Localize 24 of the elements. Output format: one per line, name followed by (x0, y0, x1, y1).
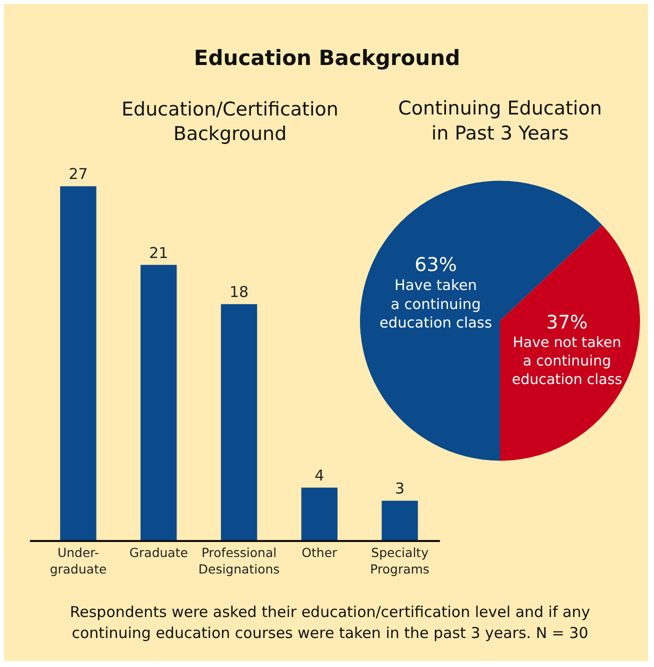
x-tick-label: Under- graduate (50, 545, 107, 576)
chart-title: Education Background (192, 46, 462, 70)
x-tick-label: Other (302, 545, 338, 560)
bar (220, 304, 258, 540)
bar (140, 264, 177, 540)
x-tick-label: Professional Designations (198, 545, 280, 576)
bar (60, 186, 96, 540)
x-tick-label: Specialty Programs (370, 545, 430, 576)
chart-title: Continuing Education in Past 3 Years (398, 98, 602, 144)
bar (382, 500, 418, 540)
pie-slice (500, 224, 640, 461)
bar (301, 488, 338, 540)
data-label: 27 (68, 165, 88, 184)
data-label: 3 (395, 480, 405, 498)
data-label: 18 (229, 283, 249, 302)
slice-label: Have not taken a continuing education class (512, 334, 622, 388)
slice-label: Have taken a continuing education class (379, 278, 492, 332)
text: Respondents were asked their education/certification level and if any continuing education courses were taken in the past 3 years. N = 30 (68, 602, 592, 644)
data-label: 4 (314, 466, 324, 485)
data-label: 37% (546, 312, 588, 334)
x-tick-label: Graduate (129, 545, 188, 560)
data-label: 21 (149, 244, 168, 262)
data-label: 63% (414, 254, 457, 276)
chart-subtitle: Education/Certification Background (122, 98, 338, 146)
